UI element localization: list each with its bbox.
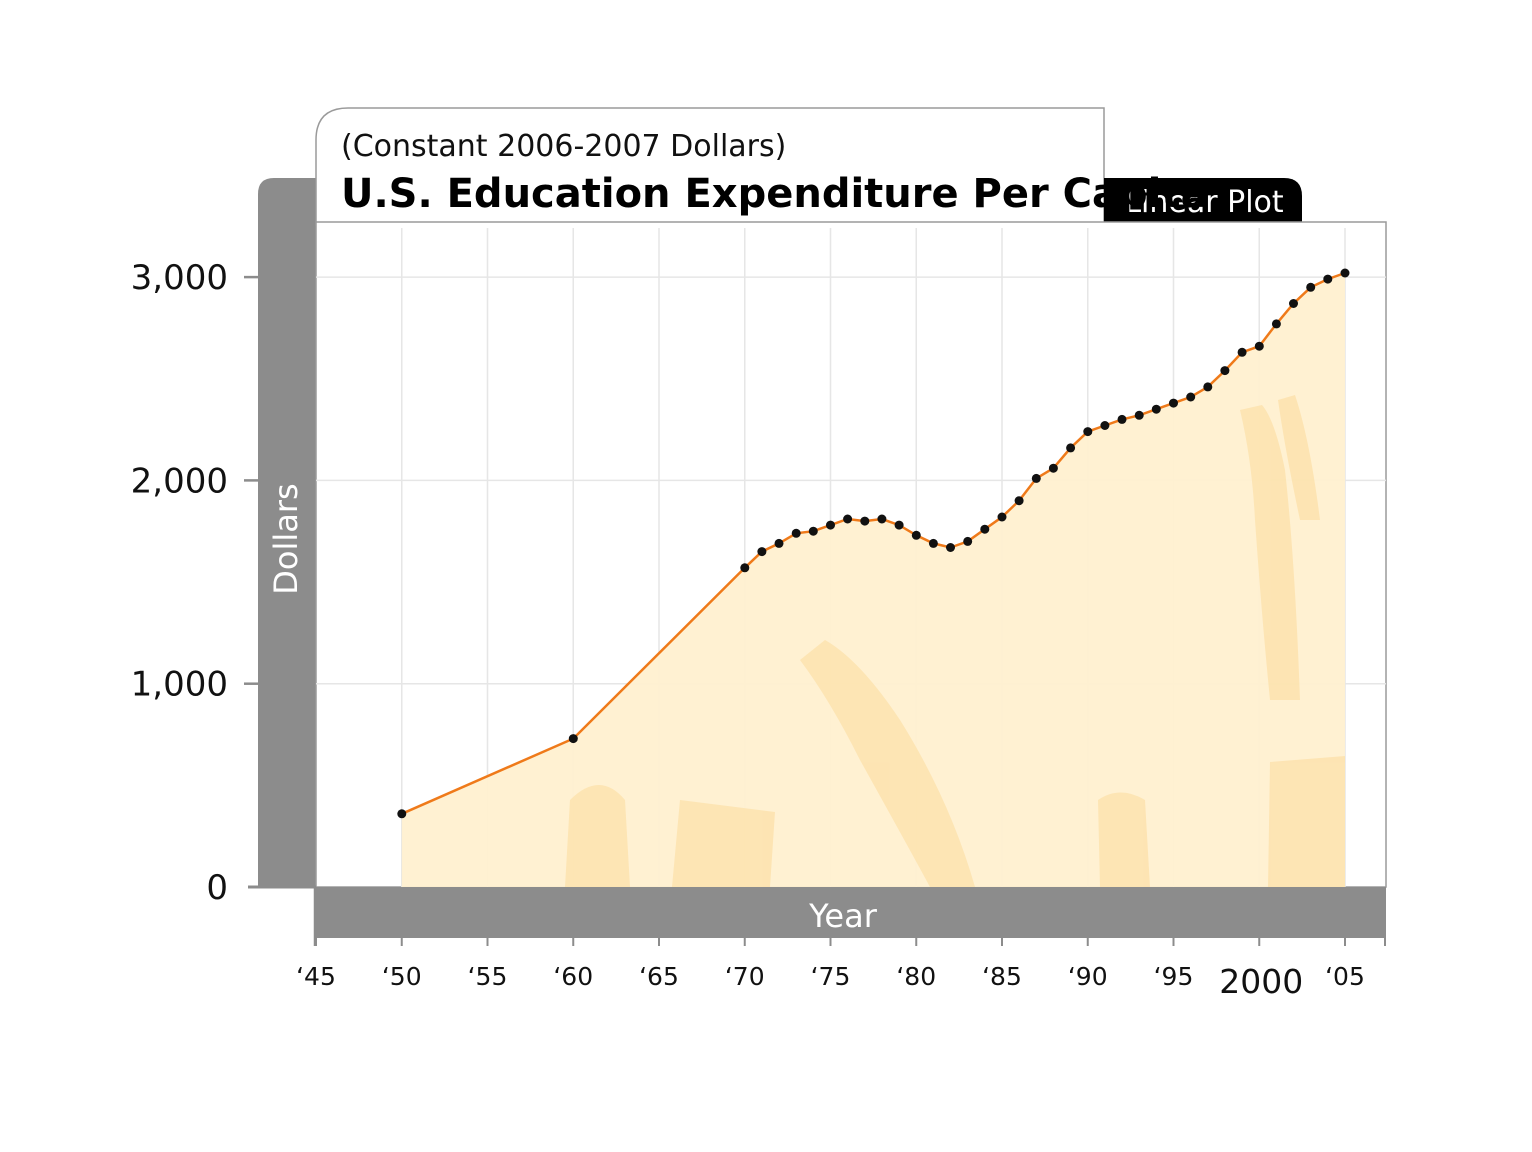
- data-point-1976: [843, 514, 853, 524]
- linear-plot-badge: [1104, 178, 1302, 222]
- data-point-1973: [791, 528, 801, 538]
- x-tick-label-9: ‘90: [1068, 962, 1108, 991]
- data-point-1992: [1117, 414, 1127, 424]
- data-point-1986: [1014, 496, 1024, 506]
- photo-silhouette-3: [1098, 792, 1150, 887]
- chart-subtitle: (Constant 2006-2007 Dollars): [341, 129, 786, 164]
- title-tab: [315, 107, 1105, 226]
- data-point-2003: [1306, 282, 1316, 292]
- series-markers: [397, 268, 1350, 819]
- y-tick-label-2: 2,000: [131, 461, 228, 501]
- x-tick-label-3: ‘60: [553, 962, 593, 991]
- data-point-1970: [740, 563, 750, 573]
- photo-silhouette-6: [1278, 395, 1320, 520]
- data-point-1971: [757, 547, 767, 557]
- x-tick-label-11: 2000: [1219, 962, 1303, 1001]
- x-tick-label-12: ‘05: [1325, 962, 1365, 991]
- x-tick-label-2: ‘55: [468, 962, 508, 991]
- data-point-1978: [877, 514, 887, 524]
- x-tick-label-10: ‘95: [1154, 962, 1194, 991]
- data-point-1987: [1031, 473, 1041, 483]
- data-point-1981: [928, 538, 938, 548]
- data-point-1997: [1203, 382, 1213, 392]
- photo-silhouette-1: [672, 800, 775, 887]
- data-point-2005: [1340, 268, 1350, 278]
- background-hands-photo: [565, 395, 1345, 887]
- y-axis-panel: [258, 178, 316, 887]
- data-point-1996: [1186, 392, 1196, 402]
- x-tick-label-0: ‘45: [296, 962, 336, 991]
- data-point-1974: [808, 526, 818, 536]
- data-point-1977: [860, 516, 870, 526]
- x-tick-label-1: ‘50: [382, 962, 422, 991]
- data-point-1950: [397, 809, 407, 819]
- data-point-2000: [1254, 341, 1264, 351]
- photo-silhouette-0: [565, 785, 630, 887]
- data-point-2001: [1271, 319, 1281, 329]
- data-point-1990: [1083, 427, 1093, 437]
- x-tick-label-5: ‘70: [725, 962, 765, 991]
- data-point-1989: [1066, 443, 1076, 453]
- x-tick-label-7: ‘80: [896, 962, 936, 991]
- y-tick-label-3: 3,000: [131, 258, 228, 298]
- y-tick-label-1: 1,000: [131, 665, 228, 705]
- y-axis-label: Dollars: [267, 483, 305, 594]
- data-point-1980: [911, 530, 921, 540]
- y-tick-label-0: 0: [206, 868, 228, 908]
- data-point-2004: [1323, 274, 1333, 284]
- data-point-1988: [1048, 463, 1058, 473]
- x-tick-label-6: ‘75: [811, 962, 851, 991]
- photo-silhouette-5: [1240, 405, 1300, 700]
- data-point-1995: [1169, 398, 1178, 408]
- x-tick-label-8: ‘85: [982, 962, 1022, 991]
- data-point-1960: [568, 734, 578, 744]
- data-point-1999: [1237, 347, 1247, 357]
- data-point-1998: [1220, 366, 1230, 376]
- x-ticks: ‘45 ‘50 ‘55 ‘60 ‘65 ‘70 ‘75 ‘80 ‘85 ‘90 ‘95 2000 ‘05: [296, 938, 1365, 1001]
- photo-silhouette-4: [800, 640, 975, 887]
- photo-silhouette-2: [1268, 756, 1345, 887]
- data-point-1983: [963, 536, 973, 546]
- data-point-1975: [826, 520, 835, 530]
- data-point-1979: [894, 520, 904, 530]
- data-point-2002: [1289, 299, 1298, 308]
- data-point-1993: [1134, 410, 1144, 420]
- x-axis-label: Year: [808, 897, 878, 935]
- data-point-1991: [1100, 421, 1110, 430]
- x-axis-panel: [314, 887, 1386, 938]
- data-point-1984: [980, 524, 990, 534]
- data-point-1972: [774, 538, 784, 548]
- x-tick-label-4: ‘65: [639, 962, 679, 991]
- data-point-1985: [997, 512, 1007, 522]
- data-point-1982: [946, 543, 955, 552]
- badge-label: Linear Plot: [1124, 185, 1284, 220]
- data-point-1994: [1151, 404, 1161, 414]
- chart-title: U.S. Education Expenditure Per Capita: [341, 171, 1207, 217]
- y-ticks: 0 1,000 2,000 3,000: [131, 258, 258, 908]
